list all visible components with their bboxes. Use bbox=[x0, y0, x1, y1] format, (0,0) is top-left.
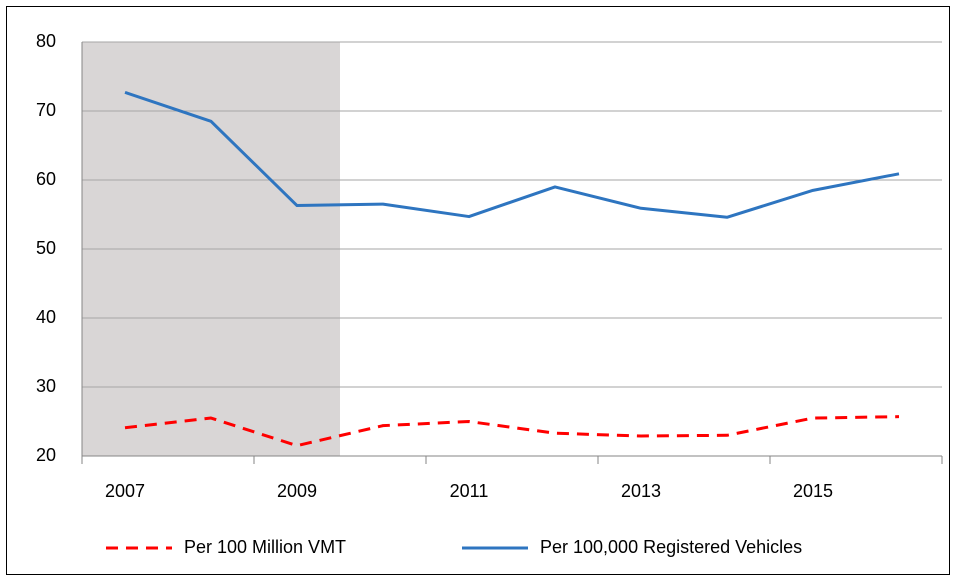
series-line bbox=[124, 90, 900, 219]
y-tick-label: 30 bbox=[36, 376, 56, 396]
x-tick-label: 2009 bbox=[277, 481, 317, 501]
x-tick-label: 2011 bbox=[450, 481, 489, 501]
x-tick-label: 2007 bbox=[105, 481, 145, 501]
legend-label: Per 100 Million VMT bbox=[184, 537, 346, 557]
x-tick-label: 2013 bbox=[621, 481, 661, 501]
y-tick-label: 40 bbox=[36, 307, 56, 327]
series-line bbox=[124, 415, 900, 448]
y-tick-label: 60 bbox=[36, 169, 56, 189]
legend-label: Per 100,000 Registered Vehicles bbox=[540, 537, 802, 557]
y-tick-label: 20 bbox=[36, 445, 56, 465]
y-tick-label: 70 bbox=[36, 100, 56, 120]
x-tick-label: 2015 bbox=[793, 481, 833, 501]
y-tick-label: 50 bbox=[36, 238, 56, 258]
y-tick-label: 80 bbox=[36, 31, 56, 51]
